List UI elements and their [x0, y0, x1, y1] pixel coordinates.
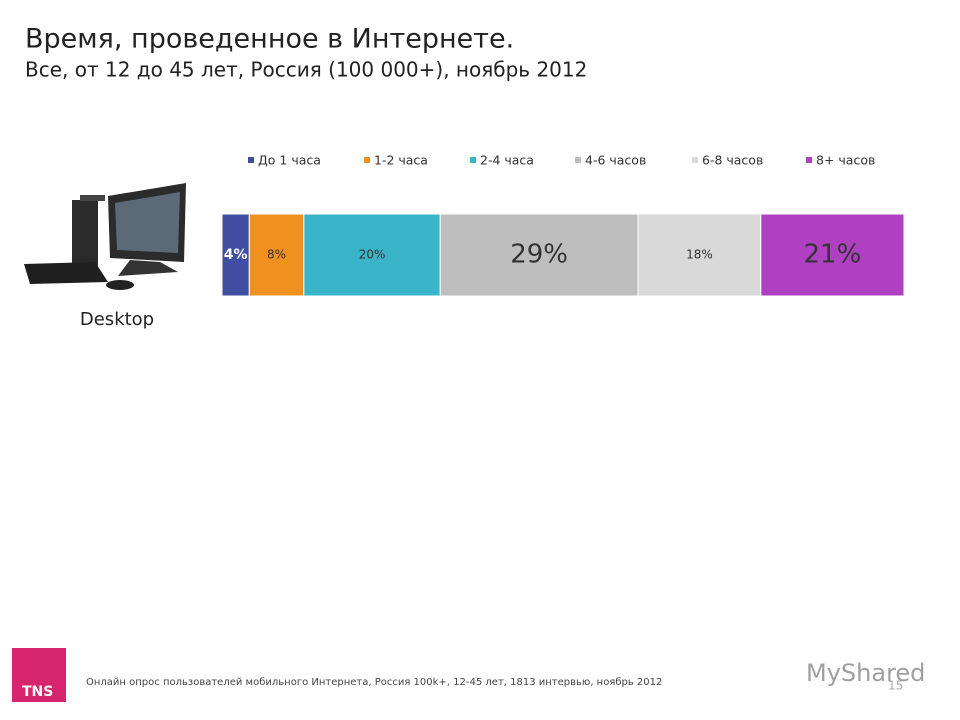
logo-box	[12, 648, 66, 702]
logo: TNS	[22, 684, 53, 700]
legend-label: До 1 часа	[258, 153, 321, 168]
value-label: 18%	[686, 248, 713, 262]
legend-swatch	[364, 157, 370, 163]
legend-label: 4-6 часов	[585, 153, 646, 168]
bar-segment	[221, 213, 250, 297]
chart-subtitle: Все, от 12 до 45 лет, Россия (100 000+),…	[25, 58, 587, 82]
footnote: Онлайн опрос пользователей мобильного Ин…	[86, 677, 662, 688]
value-label: 8%	[267, 248, 286, 262]
watermark: MyShared	[806, 659, 925, 687]
bar-segment	[439, 213, 639, 297]
bar-segment	[248, 213, 305, 297]
bar-segment	[637, 213, 762, 297]
bar-segment	[303, 213, 441, 297]
computer-icon	[24, 183, 186, 290]
value-label: 20%	[359, 248, 386, 262]
page-number: 15	[888, 679, 903, 693]
legend-swatch	[806, 157, 812, 163]
legend-label: 1-2 часа	[374, 153, 428, 168]
legend-label: 8+ часов	[816, 153, 875, 168]
legend-label: 6-8 часов	[702, 153, 763, 168]
chart-title: Время, проведенное в Интернете.	[25, 24, 514, 55]
legend-swatch	[575, 157, 581, 163]
legend-swatch	[470, 157, 476, 163]
value-label: 4%	[224, 247, 248, 263]
bar-segment	[760, 213, 905, 297]
legend-swatch	[248, 157, 254, 163]
category-label: Desktop	[80, 309, 154, 330]
legend-swatch	[692, 157, 698, 163]
value-label: 21%	[803, 240, 861, 270]
legend-label: 2-4 часа	[480, 153, 534, 168]
value-label: 29%	[510, 240, 568, 270]
